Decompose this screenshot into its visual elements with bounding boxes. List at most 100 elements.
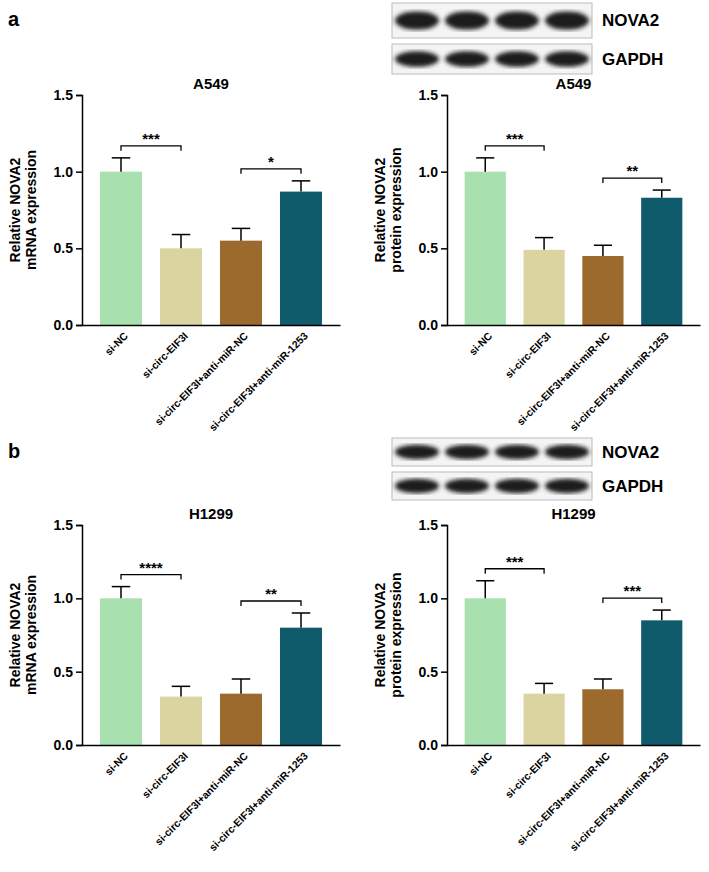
western-blot (392, 3, 592, 74)
bar-chart: 0.00.51.01.5si-NCsi-circ-EIF3Isi-circ-EI… (7, 505, 341, 853)
error-bar (292, 613, 310, 628)
significance-label: ** (626, 162, 638, 179)
y-tick-label: 1.5 (54, 87, 74, 103)
x-tick: si-NC (102, 745, 130, 777)
chart-title: H1299 (551, 505, 595, 522)
y-tick-mark (76, 525, 82, 527)
bar (160, 697, 202, 745)
error-stem (300, 613, 302, 628)
significance-label: ** (265, 585, 277, 602)
error-bar (653, 610, 671, 620)
error-bar (292, 181, 310, 192)
x-tick-label: si-circ-EIF3I+anti-miR-1253 (567, 749, 671, 853)
y-axis-title-line: mRNA expression (23, 150, 39, 270)
x-tick-label: si-NC (466, 749, 494, 777)
y-tick-mark (441, 525, 447, 527)
y-tick-mark (441, 95, 447, 97)
error-cap (594, 245, 612, 247)
error-bar (476, 581, 494, 599)
bar (465, 172, 506, 325)
bar-chart: 0.00.51.01.5si-NCsi-circ-EIF3Isi-circ-EI… (7, 75, 341, 433)
y-axis-title: Relative NOVA2protein expression (372, 147, 404, 272)
error-cap (535, 683, 553, 685)
error-stem (240, 228, 242, 240)
y-tick: 0.0 (54, 737, 82, 753)
error-bar (535, 238, 553, 250)
x-axis: si-NCsi-circ-EIF3Isi-circ-EIF3I+anti-miR… (448, 325, 701, 433)
y-tick: 0.0 (419, 737, 447, 753)
western-blot (392, 438, 592, 500)
bar (641, 198, 682, 325)
x-tick-label: si-circ-EIF3I+anti-miR-1253 (567, 329, 671, 433)
plot-area (100, 587, 322, 745)
error-cap (535, 237, 553, 239)
blot-band (545, 445, 589, 460)
y-axis-title-line: Relative NOVA2 (7, 582, 23, 687)
y-tick-mark (76, 171, 82, 173)
blot-band (545, 11, 589, 29)
blot-label: GAPDH (602, 477, 663, 496)
bar (582, 256, 623, 325)
y-axis-line (441, 526, 448, 746)
y-tick-mark (441, 671, 447, 673)
x-tick: si-NC (466, 745, 494, 777)
y-axis-title-line: Relative NOVA2 (7, 157, 23, 262)
panel-label: b (8, 440, 20, 462)
blot-frame (392, 44, 592, 74)
y-axis-title-line: Relative NOVA2 (372, 582, 388, 687)
x-tick-label: si-circ-EIF3I (139, 329, 190, 380)
error-stem (240, 679, 242, 694)
y-tick-label: 0.0 (54, 737, 74, 753)
y-tick: 0.0 (54, 317, 82, 333)
error-cap (172, 234, 190, 236)
x-tick-label: si-circ-EIF3I+anti-miR-NC (152, 329, 250, 427)
x-tick: si-circ-EIF3I (139, 745, 190, 800)
error-cap (112, 586, 130, 588)
blot-band (445, 479, 489, 494)
x-tick: si-circ-EIF3I (503, 325, 554, 380)
y-axis-title-line: mRNA expression (23, 575, 39, 695)
y-tick-label: 1.5 (419, 87, 439, 103)
bar (280, 192, 322, 325)
y-tick-mark (441, 248, 447, 250)
x-tick: si-circ-EIF3I+anti-miR-NC (514, 325, 612, 427)
error-cap (232, 678, 250, 680)
x-tick: si-circ-EIF3I (503, 745, 554, 800)
bar (523, 250, 564, 325)
x-axis: si-NCsi-circ-EIF3Isi-circ-EIF3I+anti-miR… (83, 325, 341, 433)
error-bar (172, 686, 190, 696)
blot-frame (392, 3, 592, 38)
error-bar (594, 679, 612, 689)
significance-label: *** (506, 553, 524, 570)
significance-label: * (268, 153, 274, 170)
y-tick: 1.5 (54, 87, 82, 103)
blot-frame (392, 472, 592, 500)
figure: aNOVA2GAPDHbNOVA2GAPDH0.00.51.01.5si-NCs… (0, 0, 709, 872)
y-tick: 1.0 (419, 590, 447, 606)
y-tick-label: 1.0 (419, 164, 439, 180)
y-axis-line (441, 96, 448, 326)
y-tick: 0.5 (54, 240, 82, 256)
error-stem (484, 581, 486, 599)
x-tick-label: si-circ-EIF3I+anti-miR-NC (514, 749, 612, 847)
x-tick-label: si-circ-EIF3I (139, 749, 190, 800)
blot-band (495, 11, 539, 29)
bar (523, 694, 564, 745)
bar (100, 172, 142, 325)
y-tick: 0.5 (54, 664, 82, 680)
x-tick-label: si-circ-EIF3I+anti-miR-1253 (206, 329, 310, 433)
x-tick: si-circ-EIF3I (139, 325, 190, 380)
y-axis-title-line: protein expression (388, 147, 404, 272)
y-axis-line (76, 96, 83, 326)
x-axis-line (448, 745, 701, 747)
y-tick-label: 0.5 (419, 240, 439, 256)
panel-label: a (8, 8, 20, 30)
chart-title: A549 (193, 75, 229, 92)
y-tick: 1.5 (54, 517, 82, 533)
y-axis: 0.00.51.01.5 (419, 517, 448, 753)
x-tick: si-circ-EIF3I+anti-miR-1253 (567, 325, 671, 433)
y-tick: 0.0 (419, 317, 447, 333)
y-tick-mark (76, 248, 82, 250)
blot-band (445, 51, 489, 67)
blot-band (545, 51, 589, 67)
